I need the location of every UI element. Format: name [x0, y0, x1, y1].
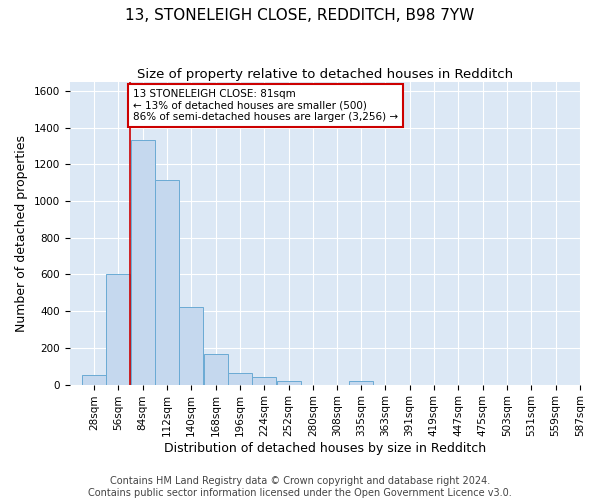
Bar	[277, 382, 301, 384]
Bar	[179, 306, 203, 384]
Bar	[228, 373, 252, 384]
Title: Size of property relative to detached houses in Redditch: Size of property relative to detached ho…	[137, 68, 513, 80]
Bar	[155, 180, 179, 384]
Bar	[82, 376, 106, 384]
Y-axis label: Number of detached properties: Number of detached properties	[15, 134, 28, 332]
X-axis label: Distribution of detached houses by size in Redditch: Distribution of detached houses by size …	[164, 442, 486, 455]
Bar	[131, 140, 155, 384]
Bar	[106, 274, 130, 384]
Bar	[203, 354, 227, 384]
Bar	[349, 382, 373, 384]
Text: 13, STONELEIGH CLOSE, REDDITCH, B98 7YW: 13, STONELEIGH CLOSE, REDDITCH, B98 7YW	[125, 8, 475, 22]
Text: Contains HM Land Registry data © Crown copyright and database right 2024.
Contai: Contains HM Land Registry data © Crown c…	[88, 476, 512, 498]
Text: 13 STONELEIGH CLOSE: 81sqm
← 13% of detached houses are smaller (500)
86% of sem: 13 STONELEIGH CLOSE: 81sqm ← 13% of deta…	[133, 89, 398, 122]
Bar	[252, 378, 277, 384]
